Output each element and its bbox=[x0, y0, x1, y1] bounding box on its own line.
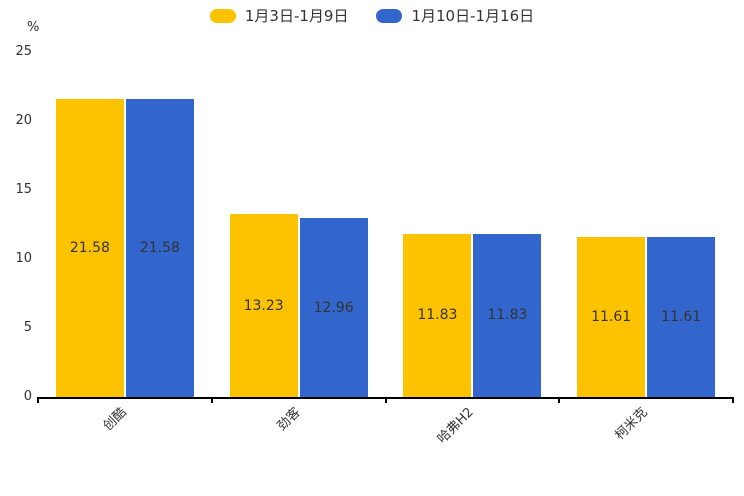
y-tick-label: 10 bbox=[15, 251, 32, 266]
legend-swatch-icon bbox=[376, 9, 403, 23]
legend-swatch-icon bbox=[209, 9, 236, 23]
bar-value-label: 11.61 bbox=[661, 308, 702, 325]
bar bbox=[473, 233, 542, 397]
x-axis-tick bbox=[384, 397, 387, 403]
x-axis-category-label: 柯米克 bbox=[612, 405, 651, 444]
legend-item[interactable]: 1月3日-1月9日 bbox=[209, 7, 349, 25]
bar-value-label: 11.83 bbox=[487, 307, 528, 324]
bar bbox=[229, 214, 298, 397]
y-tick-label: 20 bbox=[15, 113, 32, 128]
bar bbox=[403, 233, 472, 397]
y-tick-label: 0 bbox=[23, 389, 32, 404]
legend-label: 1月10日-1月16日 bbox=[411, 7, 535, 25]
bar-value-label: 12.96 bbox=[313, 299, 354, 316]
y-tick-label: 5 bbox=[23, 320, 32, 335]
legend: 1月3日-1月9日 1月10日-1月16日 bbox=[0, 7, 744, 25]
bar-value-label: 21.58 bbox=[139, 240, 180, 257]
bar bbox=[125, 99, 194, 397]
x-axis-tick bbox=[558, 397, 561, 403]
y-tick-label: 25 bbox=[15, 44, 32, 59]
x-axis-tick bbox=[732, 397, 734, 403]
x-axis-tick bbox=[37, 397, 39, 403]
bar-value-label: 11.83 bbox=[417, 307, 458, 324]
legend-item[interactable]: 1月10日-1月16日 bbox=[376, 7, 534, 25]
bar-value-label: 11.61 bbox=[591, 308, 632, 325]
bar bbox=[299, 218, 368, 397]
bar-value-label: 13.23 bbox=[243, 297, 284, 314]
bar bbox=[55, 99, 124, 397]
bar bbox=[647, 236, 716, 397]
x-axis-category-label: 创酷 bbox=[100, 405, 130, 435]
y-tick-label: 15 bbox=[15, 182, 32, 197]
bar-value-label: 21.58 bbox=[69, 240, 110, 257]
y-axis-unit-label: % bbox=[27, 20, 40, 35]
legend-label: 1月3日-1月9日 bbox=[244, 7, 349, 25]
x-axis-category-label: 劲客 bbox=[274, 405, 304, 435]
bar bbox=[577, 236, 646, 397]
x-axis-tick bbox=[210, 397, 213, 403]
x-axis-category-label: 哈弗H2 bbox=[435, 405, 477, 447]
